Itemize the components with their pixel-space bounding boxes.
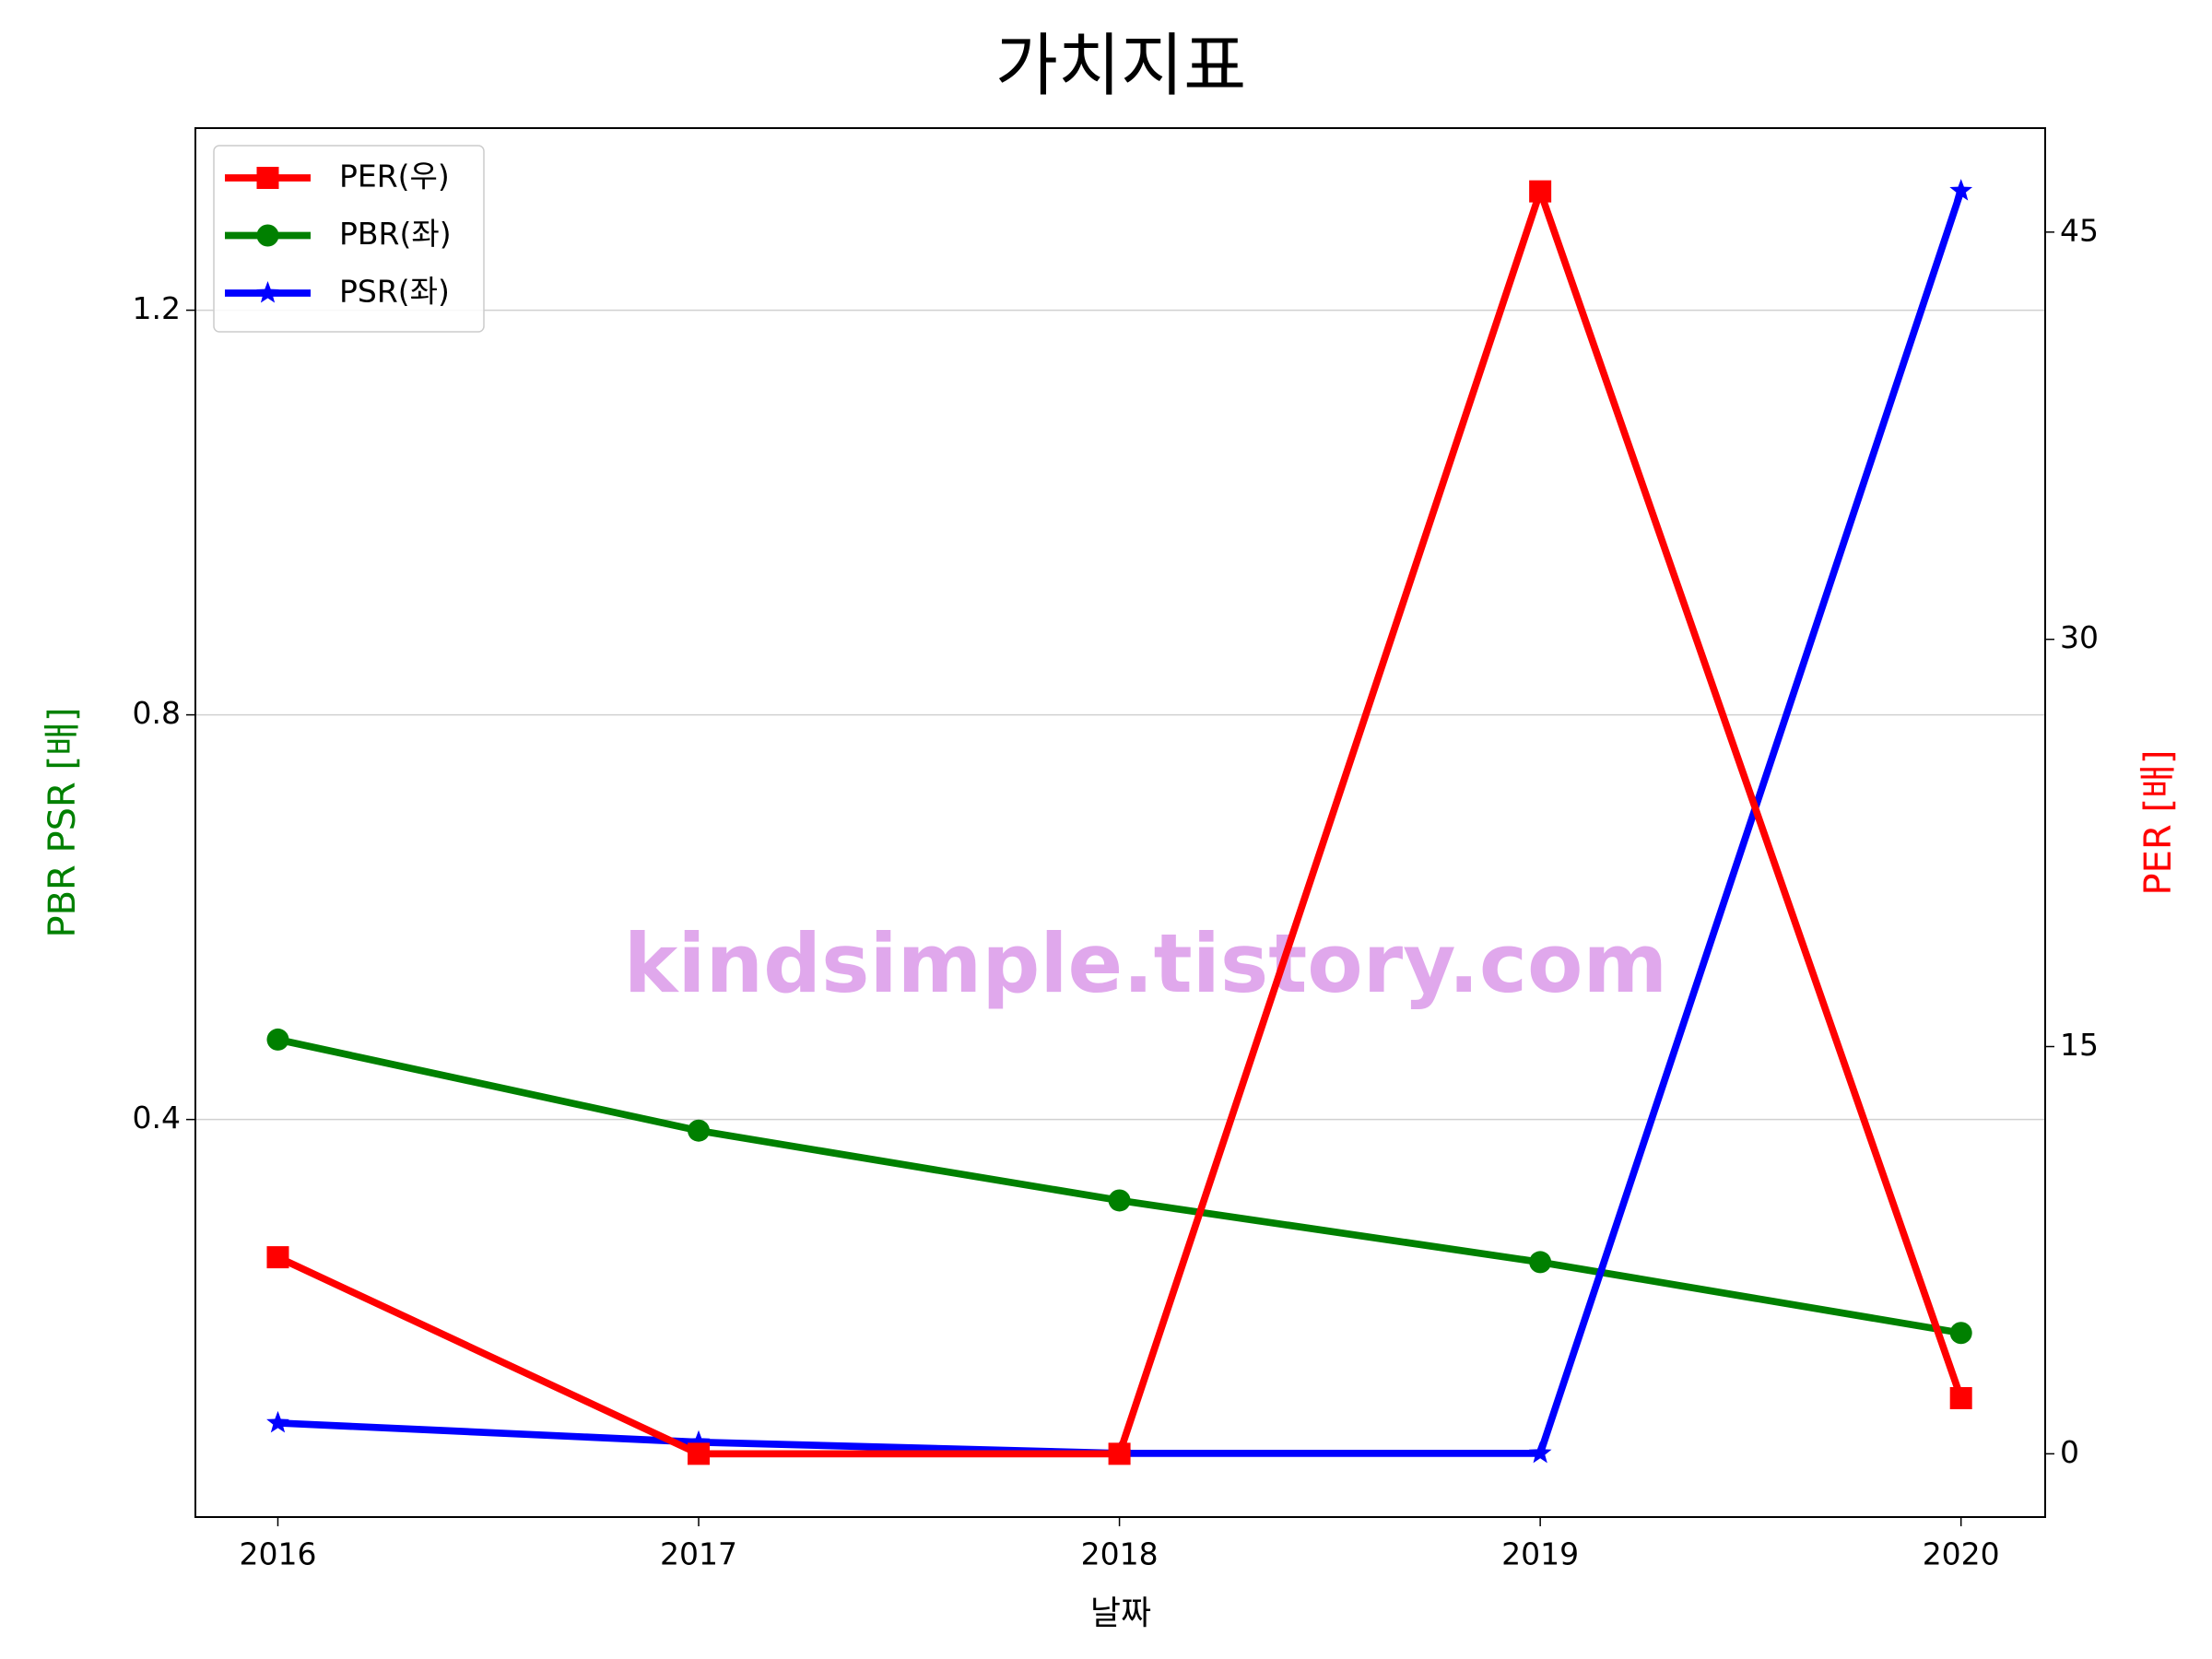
x-axis-label: 날짜 — [1090, 1594, 1151, 1632]
legend-marker — [256, 224, 279, 247]
y-tick-label: 1.2 — [133, 290, 181, 326]
y2-axis-label: PER [배] — [2137, 750, 2180, 896]
legend-marker — [256, 167, 279, 189]
y-tick-label: 0.4 — [133, 1100, 181, 1135]
y2-tick-label: 30 — [2060, 619, 2099, 655]
x-tick-label: 2020 — [1923, 1536, 2000, 1572]
data-point — [1949, 179, 1973, 201]
data-point — [1108, 1189, 1131, 1212]
y2-tick-label: 0 — [2060, 1434, 2079, 1470]
data-point — [1949, 1322, 1972, 1345]
legend-marker — [256, 281, 279, 303]
x-tick-label: 2016 — [239, 1536, 316, 1572]
legend-label: PBR(좌) — [339, 216, 452, 252]
data-point — [1529, 1251, 1552, 1274]
x-tick-label: 2019 — [1501, 1536, 1579, 1572]
data-point — [266, 1246, 289, 1269]
legend-label: PSR(좌) — [339, 274, 450, 310]
x-tick-label: 2018 — [1081, 1536, 1159, 1572]
x-tick-label: 2017 — [660, 1536, 737, 1572]
legend-box — [213, 145, 485, 333]
watermark: kindsimple.tistory.com — [624, 916, 1667, 1011]
data-point — [1528, 1441, 1552, 1464]
data-point — [1949, 1386, 1972, 1409]
y2-tick-label: 15 — [2060, 1027, 2099, 1063]
data-point — [266, 1410, 289, 1433]
chart-title: 가치지표 — [995, 27, 1246, 106]
y2-tick-label: 45 — [2060, 212, 2099, 248]
y-tick-label: 0.8 — [133, 695, 181, 731]
data-point — [1108, 1442, 1131, 1465]
data-point — [1529, 180, 1552, 203]
y-axis-label: PBR PSR [배] — [41, 707, 84, 937]
plot-frame — [194, 127, 2046, 1518]
data-point — [688, 1119, 711, 1142]
data-point — [266, 1028, 289, 1051]
data-point — [688, 1442, 711, 1465]
data-point — [687, 1430, 711, 1453]
legend-label: PER(우) — [339, 159, 450, 194]
